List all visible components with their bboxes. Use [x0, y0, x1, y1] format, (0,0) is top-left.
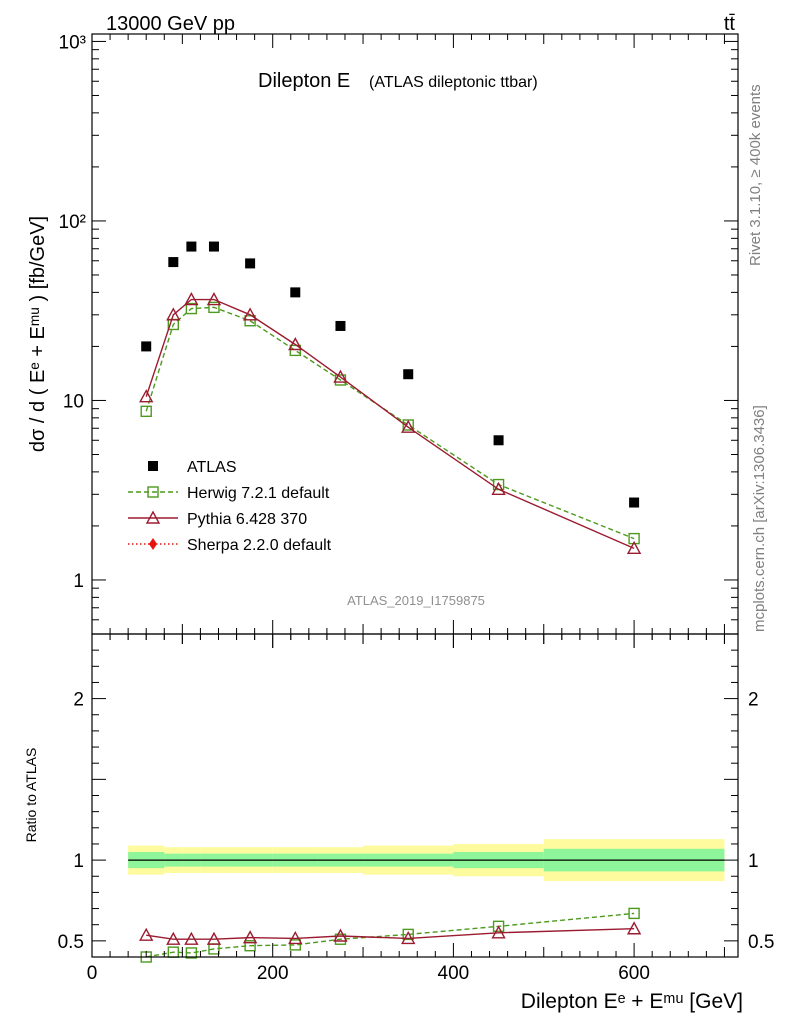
- data-point: [288, 337, 303, 351]
- data-point: [629, 497, 640, 508]
- series-pythia-6-428-370: [139, 292, 642, 555]
- ratio-series-herwig-7-2-1-default: [140, 907, 640, 963]
- data-point: [401, 419, 416, 433]
- legend-marker: [148, 461, 158, 471]
- data-point: [335, 320, 346, 331]
- ratio-data-point: [185, 947, 198, 959]
- series-herwig-7-2-1-default: [140, 301, 640, 545]
- data-point: [185, 302, 198, 315]
- main-y-tick-label: 10: [63, 391, 84, 412]
- ratio-panel: 0.5 0.5 1 1 2 2 Ratio to ATLAS: [23, 633, 774, 963]
- data-point: [290, 287, 301, 298]
- x-tick-label: 200: [257, 963, 289, 984]
- analysis-id: ATLAS_2019_I1759875: [347, 593, 485, 608]
- ratio-data-point: [139, 927, 154, 941]
- series-line: [145, 306, 635, 540]
- data-point: [491, 481, 506, 495]
- data-point: [403, 369, 414, 380]
- ratio-data-point: [402, 928, 414, 941]
- data-point: [168, 257, 179, 268]
- data-point: [140, 405, 152, 418]
- ratio-data-point: [184, 931, 199, 945]
- main-y-tick-label: 1: [73, 571, 84, 592]
- x-axis-label: Dilepton Eᵉ + Eᵐᵘ [GeV]: [521, 990, 743, 1013]
- ratio-data-point: [491, 925, 506, 939]
- main-panel: Dilepton E (ATLAS dileptonic ttbar) ATLA…: [27, 32, 739, 635]
- ratio-y-tick-label: 2: [73, 690, 84, 711]
- ratio-y-tick-label: 0.5: [58, 932, 84, 953]
- ratio-y-tick-label-right: 1: [748, 851, 759, 872]
- ratio-data-point: [242, 930, 258, 944]
- ratio-data-point: [492, 920, 505, 933]
- data-point: [141, 341, 152, 352]
- legend-marker: [149, 538, 157, 550]
- ratio-data-point: [628, 907, 640, 920]
- ratio-series-pythia-6-428-370: [139, 921, 642, 945]
- series-line: [145, 298, 635, 549]
- chart-title: Dilepton E: [258, 70, 350, 92]
- legend-marker: [147, 486, 159, 498]
- legend-marker: [145, 510, 161, 524]
- ratio-data-point: [244, 939, 256, 952]
- data-point: [184, 292, 199, 306]
- series-atlas: [141, 241, 640, 508]
- ratio-y-tick-label: 1: [73, 851, 84, 872]
- legend-label: Sherpa 2.2.0 default: [187, 537, 332, 554]
- data-point: [208, 301, 220, 314]
- ratio-data-point: [626, 921, 642, 935]
- x-tick-label: 400: [438, 963, 470, 984]
- x-tick-label: 0: [87, 963, 98, 984]
- data-point: [242, 307, 258, 321]
- ratio-y-axis-label: Ratio to ATLAS: [23, 748, 39, 843]
- data-point: [626, 540, 642, 555]
- ratio-data-point: [166, 931, 181, 945]
- legend: ATLAS Herwig 7.2.1 default Pythia 6.428 37…: [128, 459, 332, 554]
- legend-label: Pythia 6.428 370: [187, 511, 307, 528]
- ratio-y-tick-label-right: 0.5: [748, 932, 774, 953]
- data-point: [333, 369, 348, 383]
- data-point: [244, 315, 256, 327]
- collision-label: 13000 GeV pp: [106, 13, 235, 35]
- ratio-data-point: [206, 931, 222, 945]
- process-label: tt̄: [724, 13, 736, 35]
- mcplots-label: mcplots.cern.ch [arXiv:1306.3436]: [751, 405, 768, 632]
- main-y-tick-label: 10³: [59, 32, 86, 53]
- ratio-y-tick-label-right: 2: [748, 690, 759, 711]
- ratio-data-point: [288, 930, 303, 945]
- ratio-series-line: [146, 928, 635, 940]
- data-point: [289, 344, 301, 357]
- data-point: [493, 435, 504, 446]
- main-y-tick-label: 10²: [59, 212, 86, 233]
- legend-entry-pythia-6-428-370: Pythia 6.428 370: [128, 510, 307, 528]
- legend-entry-atlas: ATLAS: [148, 459, 237, 476]
- legend-entry-herwig-7-2-1-default: Herwig 7.2.1 default: [128, 485, 330, 502]
- legend-label: Herwig 7.2.1 default: [187, 485, 330, 502]
- data-point: [166, 307, 181, 321]
- ratio-data-point: [333, 928, 348, 942]
- data-point: [186, 241, 197, 252]
- ratio-frame: [91, 633, 739, 958]
- ratio-data-point: [289, 939, 301, 951]
- data-point: [139, 389, 154, 403]
- ratio-data-point: [401, 930, 416, 945]
- chart-subtitle: (ATLAS dileptonic ttbar): [369, 74, 538, 91]
- main-y-axis-label: dσ / d ( Eᵉ + Eᵐᵘ ) [fb/GeV]: [27, 216, 49, 452]
- data-point: [206, 292, 222, 306]
- legend-entry-sherpa-2-2-0-default: Sherpa 2.2.0 default: [128, 537, 332, 554]
- data-point: [245, 258, 256, 269]
- legend-label: ATLAS: [187, 459, 237, 476]
- rivet-label: Rivet 3.1.10, ≥ 400k events: [747, 84, 764, 266]
- x-tick-label: 600: [618, 963, 650, 984]
- data-point: [208, 241, 219, 252]
